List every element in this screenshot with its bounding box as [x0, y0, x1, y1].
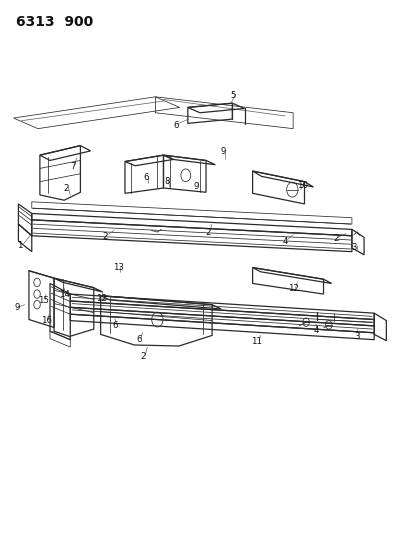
- Text: 5: 5: [231, 91, 236, 100]
- Text: 6: 6: [173, 121, 178, 130]
- Text: 12: 12: [288, 284, 299, 293]
- Text: 9: 9: [193, 182, 199, 191]
- Text: 10: 10: [297, 181, 308, 190]
- Text: 2: 2: [140, 352, 146, 361]
- Text: 3: 3: [351, 243, 357, 252]
- Text: 4: 4: [314, 326, 319, 335]
- Text: 6: 6: [144, 173, 149, 182]
- Text: 16: 16: [41, 316, 52, 325]
- Text: 1: 1: [17, 241, 22, 250]
- Text: 2: 2: [102, 232, 107, 241]
- Text: 8: 8: [164, 177, 169, 186]
- Text: 6: 6: [112, 321, 118, 330]
- Text: 4: 4: [282, 237, 288, 246]
- Text: 2: 2: [333, 234, 339, 243]
- Text: 3: 3: [355, 332, 360, 341]
- Text: 12: 12: [96, 294, 107, 303]
- Text: 6313  900: 6313 900: [16, 14, 93, 29]
- Text: 9: 9: [221, 148, 226, 157]
- Text: 7: 7: [71, 163, 76, 171]
- Text: 2: 2: [205, 228, 211, 237]
- Text: 9: 9: [14, 303, 20, 312]
- Text: 6: 6: [136, 335, 142, 344]
- Text: 2: 2: [64, 183, 69, 192]
- Text: 13: 13: [113, 263, 124, 272]
- Text: 11: 11: [251, 337, 262, 346]
- Text: 14: 14: [59, 289, 70, 298]
- Text: 15: 15: [38, 296, 49, 305]
